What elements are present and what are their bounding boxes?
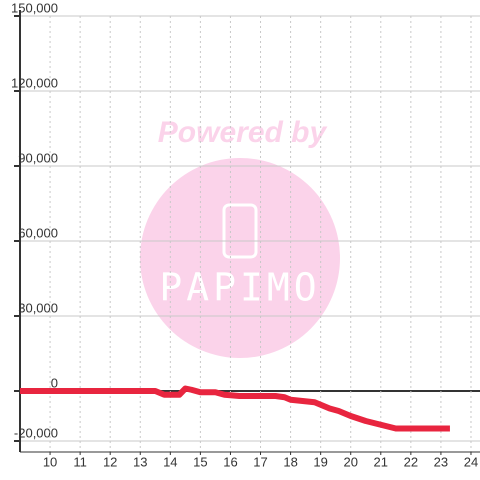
x-tick-label: 18 (283, 454, 297, 469)
y-tick-label: 0 (51, 375, 58, 390)
x-tick-label: 11 (73, 454, 87, 469)
x-tick-label: 19 (313, 454, 327, 469)
y-tick-label: 90,000 (18, 150, 58, 165)
x-tick-label: 13 (133, 454, 147, 469)
x-tick-label: 20 (343, 454, 357, 469)
y-tick-label: 120,000 (11, 75, 58, 90)
x-tick-label: 10 (43, 454, 57, 469)
watermark-logo: PAPIMO (159, 266, 320, 310)
x-tick-label: 14 (163, 454, 177, 469)
x-tick-label: 24 (464, 454, 478, 469)
x-tick-label: 12 (103, 454, 117, 469)
y-tick-label: -20,000 (14, 425, 58, 440)
x-tick-label: 17 (253, 454, 267, 469)
x-tick-label: 22 (404, 454, 418, 469)
x-tick-label: 15 (193, 454, 207, 469)
y-tick-label: 150,000 (11, 0, 58, 15)
y-tick-label: 60,000 (18, 225, 58, 240)
line (20, 385, 450, 432)
watermark-icon (222, 203, 258, 259)
watermark-text: Powered by (158, 116, 328, 149)
x-tick-label: 23 (434, 454, 448, 469)
x-tick-label: 16 (223, 454, 237, 469)
y-tick-label: 30,000 (18, 300, 58, 315)
x-tick-label: 21 (374, 454, 388, 469)
